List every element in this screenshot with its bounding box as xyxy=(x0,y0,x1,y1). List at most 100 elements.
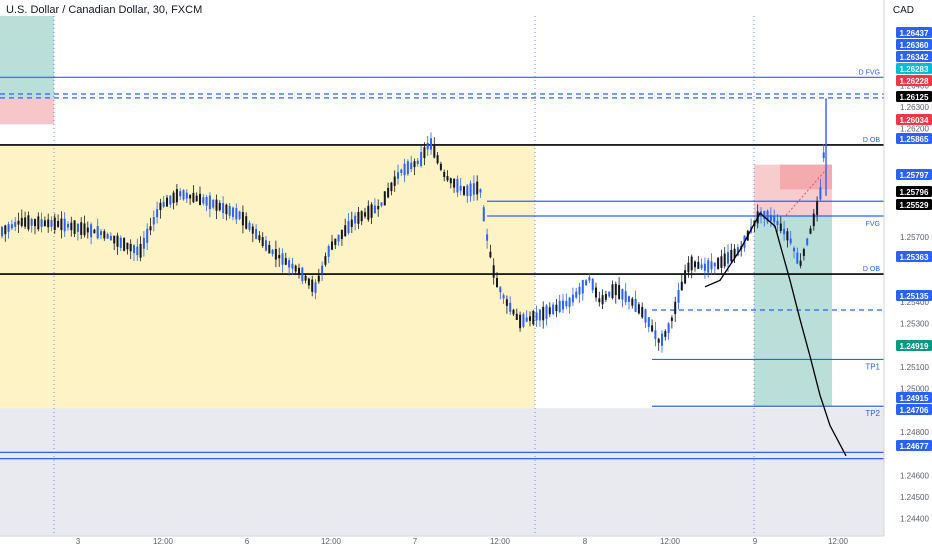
y-tick-11: 1.25700 xyxy=(900,233,929,242)
x-tick-7: 12:00 xyxy=(660,537,681,546)
candle-body-168 xyxy=(555,304,558,312)
candle-body-30 xyxy=(100,231,102,236)
price-tag-12: 1.25135 xyxy=(900,292,929,301)
price-tag-bg-7 xyxy=(896,133,932,144)
candle-body-201 xyxy=(664,331,667,337)
candle-body-135 xyxy=(446,176,449,181)
x-tick-3: 12:00 xyxy=(321,537,342,546)
candle-body-142 xyxy=(469,183,472,197)
candle-body-238 xyxy=(786,231,789,241)
projected-path-line xyxy=(704,212,847,457)
candle-body-210 xyxy=(694,261,696,268)
candle-body-233 xyxy=(769,214,772,221)
candle-body-36 xyxy=(119,237,122,248)
candle-body-78 xyxy=(258,235,261,241)
candle-body-107 xyxy=(354,215,357,224)
candle-body-191 xyxy=(631,298,634,306)
candle-body-76 xyxy=(251,226,254,234)
candle-body-143 xyxy=(472,183,475,195)
candle-body-122 xyxy=(403,163,406,176)
candle-body-73 xyxy=(241,212,244,226)
candle-body-206 xyxy=(680,281,683,291)
candle-body-243 xyxy=(802,249,805,256)
x-tick-4: 7 xyxy=(413,537,418,546)
candle-body-88 xyxy=(291,263,294,269)
price-tag-bg-8 xyxy=(896,169,932,180)
candle-body-49 xyxy=(162,201,165,207)
time-axis-bg xyxy=(0,536,884,550)
candle-body-82 xyxy=(271,249,274,255)
candle-body-192 xyxy=(634,298,637,313)
candle-body-198 xyxy=(654,330,657,339)
daily-ob-zone xyxy=(0,144,535,409)
level-label-9: TP2 xyxy=(865,409,880,418)
candle-body-185 xyxy=(611,284,614,298)
candle-body-80 xyxy=(265,240,267,251)
candle-body-120 xyxy=(397,172,399,179)
candle-body-216 xyxy=(713,262,716,267)
candle-body-154 xyxy=(509,302,512,312)
candle-body-93 xyxy=(307,278,310,286)
candle-body-91 xyxy=(301,267,304,282)
candle-body-193 xyxy=(637,304,640,314)
candle-body-71 xyxy=(235,208,238,220)
candle-body-179 xyxy=(591,278,594,291)
candle-body-153 xyxy=(505,299,508,306)
candle-body-19 xyxy=(63,218,66,232)
candle-body-211 xyxy=(697,261,700,269)
candle-body-123 xyxy=(406,161,409,175)
candle-body-2 xyxy=(7,224,10,232)
candle-body-239 xyxy=(789,238,792,244)
candle-body-1 xyxy=(4,225,7,235)
candle-body-128 xyxy=(423,147,426,159)
candles xyxy=(1,98,827,353)
candle-body-13 xyxy=(43,220,46,227)
candle-body-242 xyxy=(799,260,802,266)
y-tick-15: 1.26300 xyxy=(900,103,929,112)
price-tag-bg-15 xyxy=(896,404,932,415)
candle-body-66 xyxy=(218,203,221,211)
candle-body-57 xyxy=(189,194,192,199)
candle-body-0 xyxy=(1,226,3,237)
candle-body-15 xyxy=(50,220,53,227)
candle-body-167 xyxy=(552,304,555,315)
candle-body-20 xyxy=(67,223,69,228)
price-axis: 1.244001.245001.246001.248001.249001.250… xyxy=(883,0,932,550)
vertical-dotted-lines xyxy=(53,16,755,536)
candle-body-203 xyxy=(670,317,673,321)
price-levels: D FVG D OB FVG D OB TP1 TP2 xyxy=(0,69,884,460)
take-profit-zone xyxy=(754,215,832,407)
y-tick-0: 1.24400 xyxy=(900,515,929,524)
candle-body-50 xyxy=(166,197,168,207)
x-tick-5: 12:00 xyxy=(490,537,511,546)
candle-body-58 xyxy=(192,192,195,203)
candle-body-137 xyxy=(453,178,456,188)
candle-body-190 xyxy=(628,296,630,302)
candle-body-249 xyxy=(822,152,825,159)
candle-body-29 xyxy=(96,226,99,239)
price-tag-5: 1.26125 xyxy=(900,93,929,102)
x-tick-2: 6 xyxy=(245,537,250,546)
candle-body-5 xyxy=(17,220,20,225)
candle-body-101 xyxy=(334,238,337,246)
price-tag-bg-10 xyxy=(896,199,932,210)
candle-body-136 xyxy=(449,178,452,184)
candle-body-197 xyxy=(651,325,654,332)
candle-body-126 xyxy=(416,160,419,164)
price-tag-3: 1.26283 xyxy=(900,65,929,74)
candle-body-41 xyxy=(136,246,139,256)
candle-body-129 xyxy=(426,142,429,150)
level-label-0: D FVG xyxy=(859,69,880,76)
price-tag-bg-1 xyxy=(896,39,932,50)
price-tag-4: 1.26228 xyxy=(900,77,929,86)
price-tag-bg-4 xyxy=(896,75,932,86)
chart-title: U.S. Dollar / Canadian Dollar, 30, FXCM xyxy=(6,4,203,16)
candle-body-96 xyxy=(317,275,320,282)
candle-body-79 xyxy=(261,237,264,247)
lower-shade xyxy=(0,408,884,536)
price-tag-15: 1.24706 xyxy=(900,406,929,415)
candle-body-157 xyxy=(519,314,522,329)
candle-body-113 xyxy=(373,205,376,214)
